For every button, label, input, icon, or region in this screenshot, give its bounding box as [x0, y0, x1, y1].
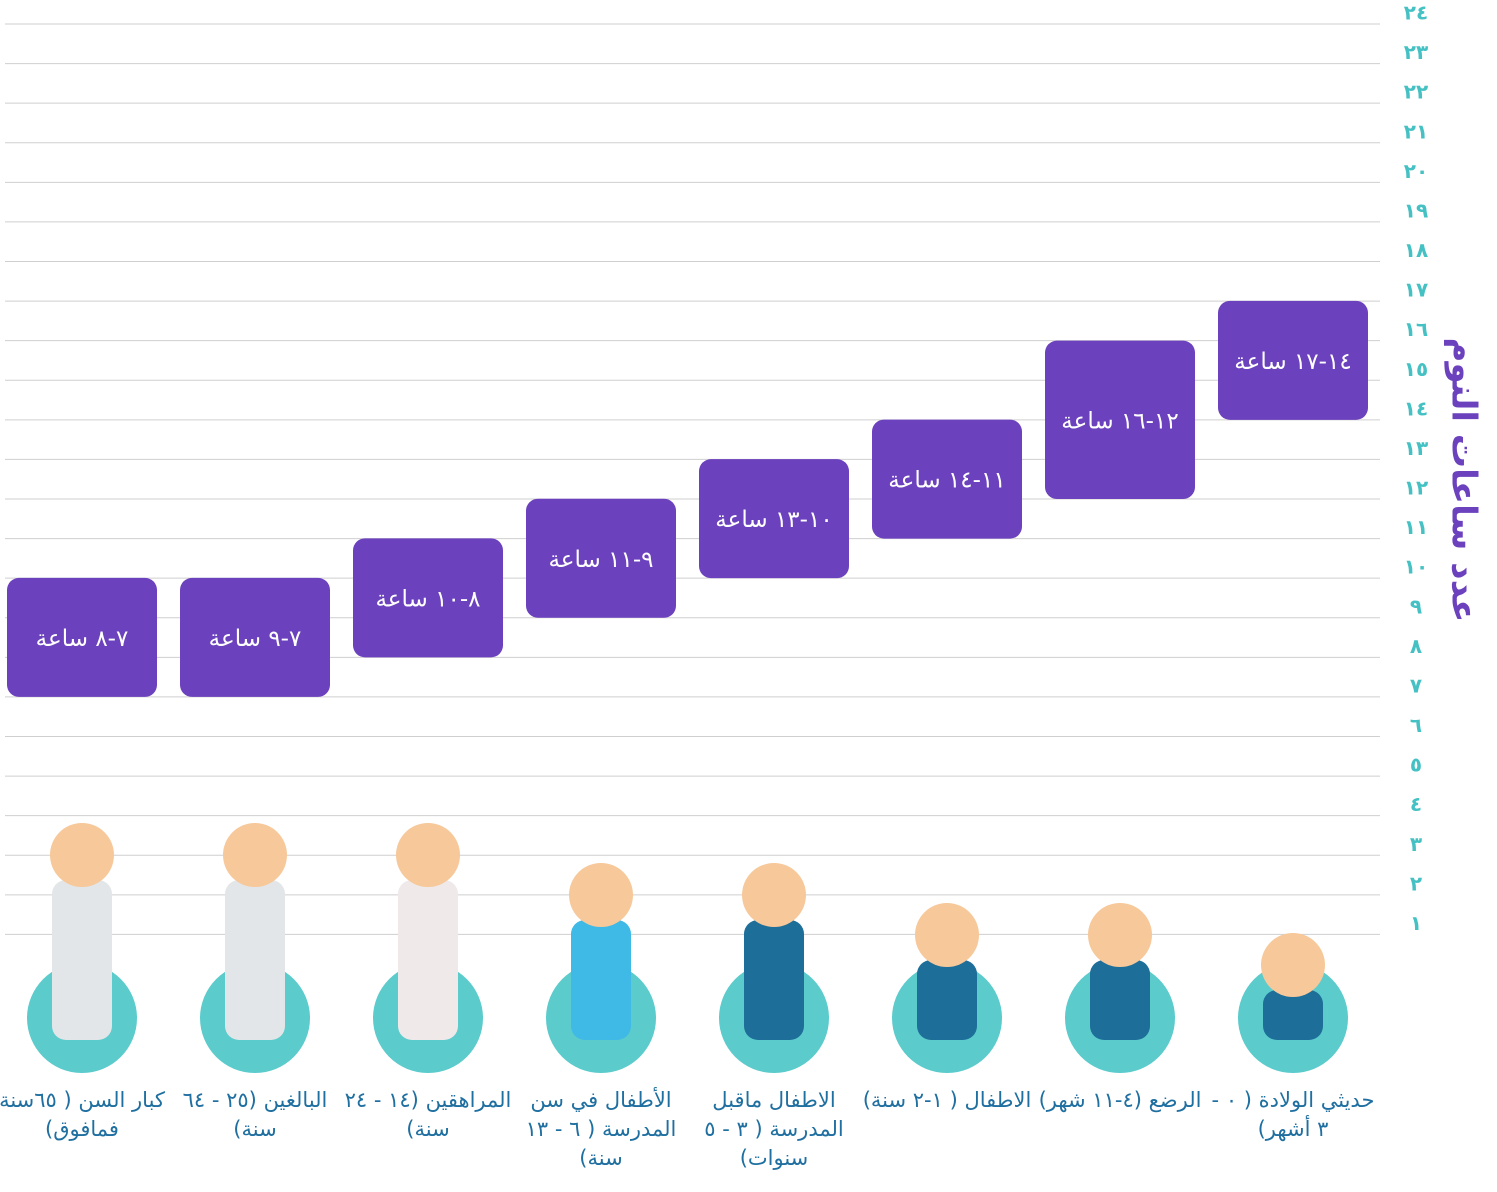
axis-title: عدد ساعات النوم: [1444, 338, 1484, 623]
category-label: الأطفال في سن المدرسة ( ٦ - ١٣ سنة): [515, 1086, 687, 1173]
y-tick-label: ١٧: [1404, 278, 1428, 302]
figure-head: [1261, 933, 1325, 997]
y-tick-label: ١٠: [1404, 555, 1428, 579]
figure-head: [1088, 903, 1152, 967]
figure-head: [569, 863, 633, 927]
y-tick-label: ٣: [1410, 832, 1422, 856]
y-tick-label: ١: [1410, 911, 1422, 935]
box-label: ١١-١٤ ساعة: [888, 468, 1005, 494]
y-tick-label: ١٢: [1404, 476, 1428, 500]
y-tick-label: ٢٣: [1404, 40, 1428, 64]
y-tick-label: ١١: [1404, 515, 1428, 539]
figure-body: [1263, 990, 1323, 1040]
y-tick-label: ١٦: [1404, 317, 1428, 341]
y-tick-label: ٦: [1410, 713, 1422, 737]
figure-body: [917, 960, 977, 1040]
category-name: البالغين: [264, 1088, 328, 1112]
category-label: البالغين (٢٥ - ٦٤ سنة): [169, 1086, 341, 1144]
age-range: (٤-١١ شهر): [1039, 1088, 1142, 1112]
figure-head: [50, 823, 114, 887]
y-tick-label: ٤: [1410, 792, 1422, 816]
category-label: حديثي الولادة ( ٠ - ٣ أشهر): [1207, 1086, 1379, 1144]
category-name: كبار السن: [78, 1088, 165, 1112]
figure-head: [223, 823, 287, 887]
box-label: ٧-٨ ساعة: [36, 626, 129, 652]
figure-body: [225, 880, 285, 1040]
chart: عدد ساعات النوم ١٢٣٤٥٦٧٨٩١٠١١١٢١٣١٤١٥١٦١…: [0, 0, 1497, 1192]
category-label: الاطفال ( ١-٢ سنة): [861, 1086, 1033, 1115]
y-tick-label: ٢٤: [1404, 1, 1428, 25]
y-tick-label: ٥: [1410, 753, 1422, 777]
box-label: ٨-١٠ ساعة: [375, 586, 480, 612]
age-range: (٢٥ - ٦٤ سنة): [183, 1088, 277, 1141]
y-tick-label: ١٩: [1404, 198, 1428, 222]
category-label: كبار السن ( ٦٥سنة فمافوق): [0, 1086, 168, 1144]
category-label: الرضع (٤-١١ شهر): [1034, 1086, 1206, 1115]
y-tick-label: ١٥: [1404, 357, 1428, 381]
box-label: ١٤-١٧ ساعة: [1234, 349, 1351, 375]
figure-head: [742, 863, 806, 927]
y-tick-label: ٢٠: [1404, 159, 1428, 183]
y-tick-label: ٢: [1410, 871, 1422, 895]
figure-body: [52, 880, 112, 1040]
category-name: حديثي الولادة: [1259, 1088, 1375, 1112]
y-tick-label: ١٣: [1404, 436, 1428, 460]
figure-body: [398, 880, 458, 1040]
box-label: ٧-٩ ساعة: [209, 626, 302, 652]
figure-body: [1090, 960, 1150, 1040]
box-label: ٩-١١ ساعة: [548, 547, 653, 573]
age-range: ( ١-٢ سنة): [863, 1088, 958, 1112]
figure-body: [744, 920, 804, 1040]
figure-head: [396, 823, 460, 887]
category-name: الرضع: [1149, 1088, 1202, 1112]
y-tick-label: ٩: [1410, 594, 1422, 618]
y-tick-label: ٨: [1410, 634, 1422, 658]
figure-body: [571, 920, 631, 1040]
category-name: المراهقين: [426, 1088, 512, 1112]
y-tick-label: ٢١: [1404, 119, 1428, 143]
figure-head: [915, 903, 979, 967]
category-label: الاطفال ماقبل المدرسة ( ٣ - ٥ سنوات): [688, 1086, 860, 1173]
y-tick-label: ٧: [1410, 673, 1422, 697]
page: {"chart_data": { "type": "range-box", "a…: [0, 0, 1497, 1192]
category-name: الاطفال: [964, 1088, 1031, 1112]
y-tick-label: ١٨: [1404, 238, 1428, 262]
box-label: ١٠-١٣ ساعة: [715, 507, 832, 533]
box-label: ١٢-١٦ ساعة: [1061, 408, 1178, 434]
y-tick-label: ٢٢: [1404, 80, 1428, 104]
category-label: المراهقين (١٤ - ٢٤ سنة): [342, 1086, 514, 1144]
y-tick-label: ١٤: [1404, 396, 1428, 420]
